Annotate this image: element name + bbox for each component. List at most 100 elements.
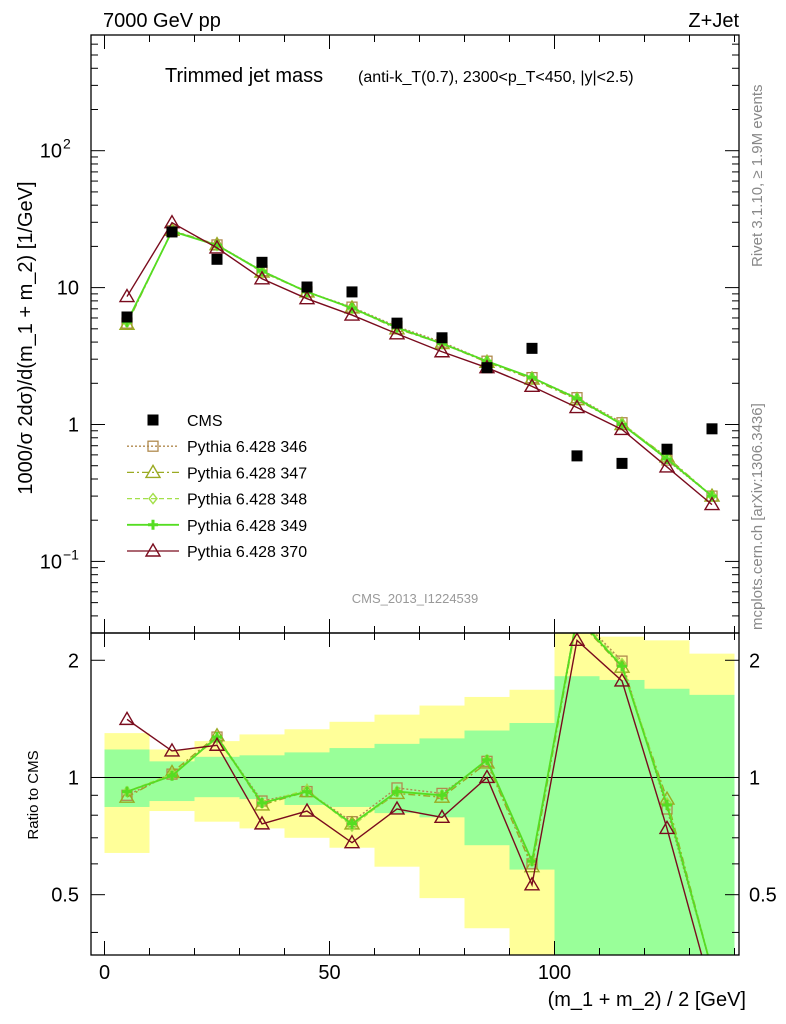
- ratio-point-349: [302, 786, 312, 797]
- ratio-point-370: [343, 834, 361, 849]
- legend-marker: [147, 414, 159, 426]
- ratio-line-349: [126, 633, 709, 955]
- ratio-point-349: [707, 965, 717, 975]
- ratio-point-349: [167, 770, 177, 781]
- band-inner: [599, 679, 645, 955]
- data-point-370: [703, 496, 721, 511]
- band-inner: [464, 730, 510, 846]
- ratio-point-370: [298, 802, 316, 817]
- data-point-370: [523, 377, 541, 393]
- ratio-y-axis-label: Ratio to CMS: [25, 750, 42, 839]
- legend-marker: [144, 542, 162, 557]
- data-point-cms: [571, 450, 583, 462]
- data-point-cms: [256, 256, 268, 268]
- ratio-point-347: [705, 963, 719, 975]
- plot-title-detail: (anti-k_T(0.7), 2300<p_T<450, |y|<2.5): [358, 69, 634, 86]
- data-point-cms: [211, 253, 223, 265]
- legend-marker: [148, 519, 158, 530]
- legend-label: Pythia 6.428 370: [187, 544, 307, 561]
- ratio-point-370: [388, 800, 406, 815]
- data-point-370: [568, 399, 586, 414]
- legend-marker: [147, 440, 159, 452]
- mcplots-label: mcplots.cern.ch [arXiv:1306.3436]: [749, 403, 766, 630]
- data-point-cms: [301, 281, 313, 293]
- plot-title: Trimmed jet mass: [165, 65, 323, 87]
- data-point-cms: [616, 457, 628, 469]
- ratio-point-348: [527, 854, 537, 868]
- data-point-cms: [661, 443, 673, 455]
- ratio-point-349: [482, 754, 492, 765]
- series-line-349: [126, 230, 713, 497]
- main-y-axis-label: 1000/σ 2dσ)/d(m_1 + m_2) [1/GeV]: [15, 181, 37, 494]
- ratio-point-349: [392, 786, 402, 797]
- legend-item: Pythia 6.428 347: [127, 464, 307, 482]
- ratio-plot-frame: [90, 632, 740, 956]
- legend-label: Pythia 6.428 346: [187, 439, 307, 456]
- ratio-point-349: [527, 856, 537, 867]
- legend-marker: [148, 492, 158, 505]
- x-tick-label: 50: [318, 962, 340, 984]
- y-tick-label-exponent: 2: [63, 136, 71, 152]
- ratio-point-348: [482, 753, 492, 766]
- ratio-point-370: [208, 736, 226, 751]
- series-line-347: [126, 229, 713, 497]
- ratio-point-349: [662, 799, 672, 810]
- data-point-370: [658, 458, 676, 473]
- ratio-point-349: [617, 661, 627, 672]
- data-point-370: [253, 270, 271, 285]
- data-point-370: [388, 325, 406, 340]
- x-tick-label: 0: [99, 962, 110, 984]
- legend-item: Pythia 6.428 349: [127, 518, 307, 535]
- ratio-point-348: [573, 611, 581, 621]
- ratio-point-349: [122, 786, 132, 797]
- data-point-370: [433, 343, 451, 358]
- ratio-point-370: [613, 672, 631, 687]
- legend-item: Pythia 6.428 370: [127, 542, 307, 561]
- band-inner: [104, 749, 150, 807]
- y-tick-label: 10: [57, 278, 79, 300]
- data-point-cms: [526, 342, 538, 354]
- ratio-y-tick-label-right: 2: [749, 650, 760, 672]
- ratio-y-tick-label: 0.5: [51, 885, 79, 907]
- ratio-point-348: [708, 965, 716, 975]
- ratio-point-349: [257, 797, 267, 808]
- ratio-y-tick-label: 1: [68, 767, 79, 789]
- data-point-cms: [121, 311, 133, 323]
- header-energy: 7000 GeV pp: [103, 10, 221, 32]
- analysis-id: CMS_2013_I1224539: [352, 591, 479, 606]
- ratio-point-347: [118, 788, 136, 803]
- band-inner: [554, 676, 600, 955]
- ratio-y-tick-label-right: 0.5: [749, 885, 777, 907]
- ratio-point-346: [707, 965, 717, 975]
- y-tick-label: 10: [40, 551, 62, 573]
- x-axis-label: (m_1 + m_2) / 2 [GeV]: [548, 989, 746, 1011]
- ratio-point-370: [658, 820, 676, 835]
- header-process: Z+Jet: [688, 10, 739, 32]
- legend-label: Pythia 6.428 347: [187, 465, 307, 482]
- x-tick-label: 100: [538, 962, 571, 984]
- data-point-cms: [706, 423, 718, 435]
- y-tick-label: 10: [40, 141, 62, 163]
- data-point-cms: [346, 286, 358, 298]
- data-point-cms: [166, 226, 178, 238]
- legend-item: Pythia 6.428 346: [127, 439, 307, 456]
- ratio-point-370: [253, 815, 271, 830]
- ratio-point-349: [572, 612, 582, 622]
- series-line-346: [126, 229, 713, 497]
- legend-label: Pythia 6.428 348: [187, 492, 307, 509]
- data-point-349: [527, 372, 537, 383]
- ratio-y-tick-label-right: 1: [749, 767, 760, 789]
- data-point-349: [572, 393, 582, 404]
- ratio-point-370: [568, 633, 586, 647]
- ratio-point-370: [433, 808, 451, 824]
- ratio-line-370: [126, 638, 703, 955]
- legend-item: CMS: [147, 413, 223, 430]
- data-point-370: [118, 288, 136, 303]
- legend-item: Pythia 6.428 348: [127, 492, 307, 509]
- ratio-point-346: [572, 610, 582, 620]
- ratio-point-349: [347, 818, 357, 829]
- legend-label: Pythia 6.428 349: [187, 518, 307, 535]
- y-tick-label: 1: [68, 415, 79, 437]
- ratio-y-tick-label: 2: [68, 650, 79, 672]
